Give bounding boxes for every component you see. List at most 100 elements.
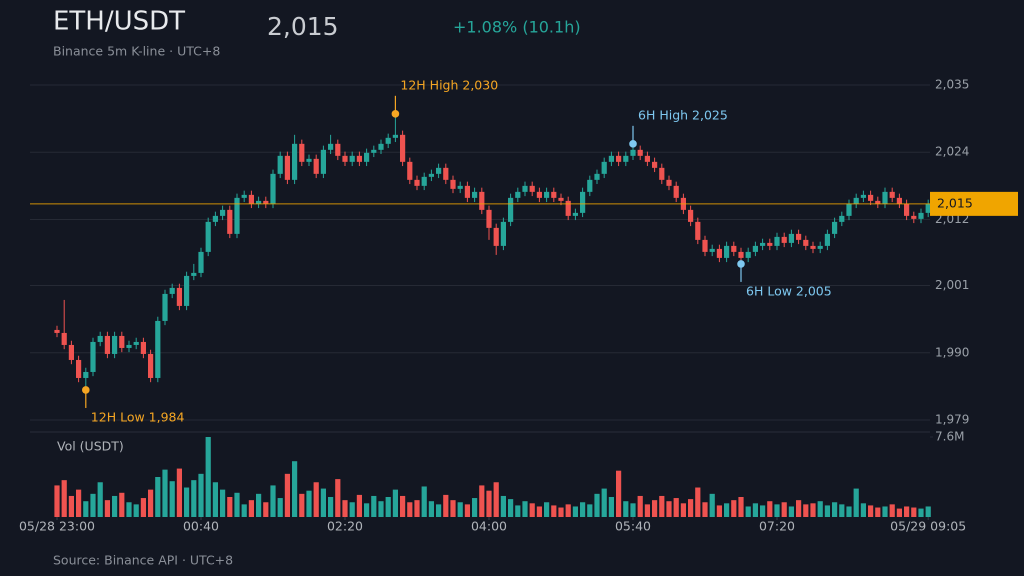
candle-body xyxy=(738,251,744,258)
annotation-marker xyxy=(629,140,637,148)
volume-bar xyxy=(882,506,888,517)
candle-body xyxy=(356,155,362,162)
volume-bar xyxy=(277,498,283,517)
volume-bar xyxy=(623,501,629,517)
volume-bar xyxy=(392,489,398,517)
candle-body xyxy=(752,245,758,252)
volume-bar xyxy=(824,505,830,517)
candle-body xyxy=(148,353,154,378)
candle-body xyxy=(400,134,406,162)
candle-body xyxy=(695,221,701,240)
candle-body xyxy=(918,212,924,219)
candle-body xyxy=(702,239,708,252)
candle-body xyxy=(457,185,463,189)
volume-bar xyxy=(248,500,254,517)
candle-body xyxy=(184,275,190,306)
candle-body xyxy=(803,239,809,246)
volume-bar xyxy=(774,504,780,517)
candle-body xyxy=(846,203,852,216)
volume-bar xyxy=(637,495,643,517)
y-tick-label: 1,990 xyxy=(935,345,969,359)
candle-body xyxy=(220,209,226,216)
x-tick-label: 07:20 xyxy=(759,519,795,534)
volume-bar xyxy=(644,504,650,517)
volume-bar xyxy=(688,499,694,517)
candle-body xyxy=(774,236,780,246)
candle-body xyxy=(630,149,636,156)
volume-bar xyxy=(104,500,110,517)
candle-body xyxy=(472,191,478,198)
candle-body xyxy=(868,194,874,201)
candle-body xyxy=(270,173,276,204)
volume-bar xyxy=(400,495,406,517)
volume-bar xyxy=(767,501,773,517)
volume-bar xyxy=(724,503,730,517)
volume-bar xyxy=(680,503,686,517)
annotation-marker xyxy=(737,260,745,268)
x-tick-label: 05/28 23:00 xyxy=(19,519,95,534)
candle-body xyxy=(558,197,564,201)
volume-bar xyxy=(378,501,384,517)
y-tick-label: 2,001 xyxy=(935,278,969,292)
candle-body xyxy=(364,152,370,162)
volume-bar xyxy=(630,503,636,517)
annotation-label: 12H High 2,030 xyxy=(400,77,498,92)
volume-bar xyxy=(443,494,449,517)
volume-bar xyxy=(839,504,845,517)
candle-body xyxy=(594,173,600,180)
volume-bar xyxy=(745,506,751,517)
volume-bar xyxy=(832,502,838,517)
volume-bar xyxy=(198,473,204,517)
candle-body xyxy=(277,155,283,174)
volume-bar xyxy=(918,508,924,517)
candle-body xyxy=(817,245,823,249)
candle-body xyxy=(479,191,485,210)
volume-bar xyxy=(227,497,233,517)
volume-bar xyxy=(666,501,672,517)
x-tick-label: 05/29 09:05 xyxy=(890,519,966,534)
x-tick-label: 05:40 xyxy=(615,519,651,534)
candle-body xyxy=(90,341,96,372)
candle-body xyxy=(853,197,859,204)
volume-bar xyxy=(263,502,269,517)
candle-body xyxy=(839,215,845,222)
y-tick-label: 1,979 xyxy=(935,413,969,427)
volume-bar xyxy=(738,497,744,517)
volume-bar xyxy=(781,502,787,517)
candle-body xyxy=(328,143,334,150)
volume-bar xyxy=(119,492,125,517)
annotation-label: 6H High 2,025 xyxy=(638,107,728,122)
candle-body xyxy=(256,200,262,204)
candle-body xyxy=(580,191,586,213)
volume-bar xyxy=(846,506,852,517)
annotation-marker xyxy=(82,386,90,394)
candle-body xyxy=(781,236,787,243)
candle-body xyxy=(191,272,197,276)
volume-bar xyxy=(472,498,478,517)
candle-body xyxy=(810,245,816,249)
candle-body xyxy=(486,209,492,228)
candle-body xyxy=(83,371,89,378)
volume-bar xyxy=(148,489,154,517)
candle-body xyxy=(652,161,658,168)
volume-bar xyxy=(169,481,175,517)
volume-bar xyxy=(284,473,290,517)
volume-bar xyxy=(601,488,607,517)
volume-bar xyxy=(594,493,600,517)
volume-bar xyxy=(464,504,470,517)
volume-label: Vol (USDT) xyxy=(57,439,124,454)
candle-body xyxy=(349,155,355,162)
volume-bar xyxy=(364,503,370,517)
volume-bar xyxy=(500,495,506,517)
last-price-label: 2,015 xyxy=(937,195,973,210)
volume-bar xyxy=(522,501,528,517)
candle-body xyxy=(299,143,305,162)
candle-body xyxy=(443,167,449,180)
candle-body xyxy=(565,200,571,216)
volume-bar xyxy=(853,488,859,517)
volume-bar xyxy=(234,492,240,517)
volume-bar xyxy=(126,502,132,517)
volume-bar xyxy=(803,504,809,517)
volume-bar xyxy=(716,505,722,517)
